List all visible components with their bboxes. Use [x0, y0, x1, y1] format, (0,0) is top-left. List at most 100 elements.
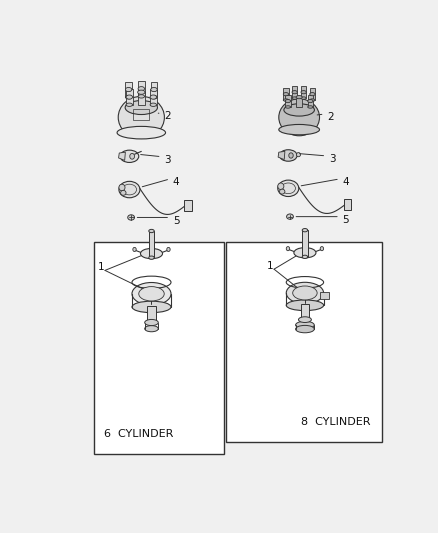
Ellipse shape: [308, 106, 313, 108]
Bar: [226, 243, 382, 441]
Ellipse shape: [278, 180, 299, 197]
Text: 3: 3: [164, 155, 171, 165]
Bar: [148, 306, 155, 322]
Ellipse shape: [119, 184, 125, 191]
Bar: [283, 88, 289, 100]
Ellipse shape: [119, 181, 140, 198]
Bar: [151, 82, 157, 97]
Bar: [94, 243, 225, 454]
Ellipse shape: [126, 95, 133, 99]
Ellipse shape: [301, 97, 306, 99]
Ellipse shape: [128, 215, 134, 220]
Ellipse shape: [294, 248, 316, 258]
Ellipse shape: [296, 95, 302, 99]
Ellipse shape: [292, 91, 297, 94]
Ellipse shape: [151, 87, 157, 92]
Ellipse shape: [302, 229, 307, 232]
Bar: [285, 95, 290, 107]
Ellipse shape: [297, 152, 300, 157]
Ellipse shape: [298, 317, 311, 322]
Ellipse shape: [279, 124, 320, 135]
Ellipse shape: [296, 321, 314, 329]
Bar: [308, 95, 313, 107]
Bar: [184, 200, 191, 211]
Ellipse shape: [126, 103, 133, 107]
Text: 8  CYLINDER: 8 CYLINDER: [301, 417, 371, 427]
Ellipse shape: [286, 300, 324, 311]
Ellipse shape: [320, 247, 324, 251]
Ellipse shape: [150, 103, 156, 107]
Ellipse shape: [118, 96, 164, 138]
Ellipse shape: [286, 214, 293, 219]
Text: 1: 1: [267, 261, 274, 271]
Ellipse shape: [283, 99, 289, 101]
Ellipse shape: [167, 247, 170, 252]
Ellipse shape: [310, 93, 315, 96]
Polygon shape: [278, 151, 285, 159]
Ellipse shape: [132, 282, 171, 305]
Bar: [302, 230, 307, 257]
Ellipse shape: [125, 87, 132, 92]
Text: 3: 3: [329, 154, 336, 164]
Text: 5: 5: [343, 215, 349, 225]
Ellipse shape: [145, 319, 158, 326]
Bar: [292, 86, 297, 98]
Ellipse shape: [279, 150, 297, 161]
Ellipse shape: [132, 301, 171, 313]
Bar: [301, 86, 306, 98]
Bar: [138, 92, 145, 105]
Bar: [310, 88, 315, 100]
Text: 1: 1: [98, 262, 105, 272]
Text: 2: 2: [327, 112, 334, 122]
Ellipse shape: [120, 190, 126, 195]
Bar: [320, 292, 328, 299]
Text: 4: 4: [173, 177, 180, 187]
Ellipse shape: [293, 286, 317, 300]
Ellipse shape: [285, 106, 290, 108]
Ellipse shape: [285, 100, 290, 103]
Ellipse shape: [149, 229, 154, 232]
Ellipse shape: [139, 287, 164, 301]
Ellipse shape: [283, 93, 289, 96]
Text: 4: 4: [343, 177, 349, 187]
Bar: [149, 231, 154, 257]
Ellipse shape: [301, 91, 306, 94]
Text: 6  CYLINDER: 6 CYLINDER: [104, 430, 173, 439]
Bar: [138, 81, 145, 96]
Ellipse shape: [279, 99, 320, 136]
Ellipse shape: [120, 150, 139, 163]
Ellipse shape: [125, 95, 132, 99]
Ellipse shape: [308, 100, 313, 103]
Ellipse shape: [138, 90, 145, 94]
Ellipse shape: [286, 247, 290, 251]
Ellipse shape: [278, 183, 284, 190]
Bar: [126, 90, 133, 105]
Ellipse shape: [302, 255, 307, 259]
Ellipse shape: [310, 99, 315, 101]
Ellipse shape: [284, 104, 314, 116]
Ellipse shape: [286, 282, 324, 304]
Bar: [150, 90, 156, 105]
Ellipse shape: [151, 95, 157, 99]
Ellipse shape: [279, 189, 285, 194]
Text: 5: 5: [173, 216, 180, 226]
Ellipse shape: [141, 248, 162, 259]
Ellipse shape: [138, 87, 145, 91]
Bar: [133, 109, 149, 120]
Bar: [301, 304, 309, 320]
Ellipse shape: [138, 95, 145, 98]
Bar: [125, 82, 132, 97]
Ellipse shape: [133, 247, 136, 252]
Text: 2: 2: [164, 111, 171, 122]
Ellipse shape: [117, 126, 166, 139]
Ellipse shape: [150, 95, 156, 99]
Bar: [296, 97, 302, 108]
Ellipse shape: [149, 256, 154, 260]
Ellipse shape: [296, 325, 314, 333]
Ellipse shape: [145, 326, 158, 332]
Polygon shape: [119, 152, 125, 160]
Ellipse shape: [289, 153, 293, 158]
Ellipse shape: [130, 154, 134, 159]
Ellipse shape: [125, 101, 158, 115]
Ellipse shape: [292, 97, 297, 99]
